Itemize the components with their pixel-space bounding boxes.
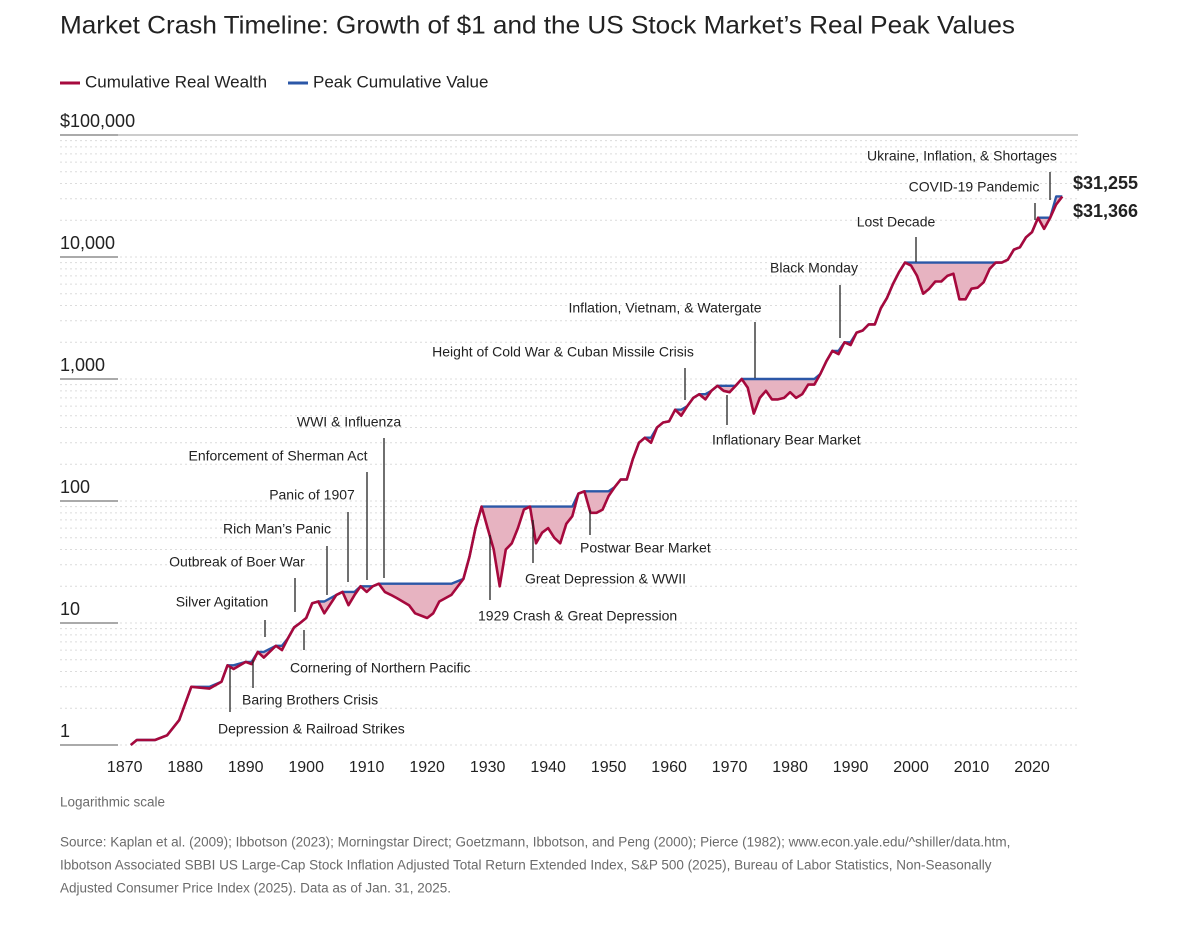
annotation: Silver Agitation — [176, 594, 269, 610]
annotation: 1929 Crash & Great Depression — [478, 608, 677, 624]
annotation: Inflation, Vietnam, & Watergate — [569, 300, 762, 316]
y-tick-label: $100,000 — [60, 111, 135, 131]
y-tick-label: 10 — [60, 599, 80, 619]
annotation: Height of Cold War & Cuban Missile Crisi… — [432, 344, 694, 360]
x-tick-label: 1970 — [712, 759, 748, 776]
x-tick-label: 1950 — [591, 759, 627, 776]
annotation: Black Monday — [770, 260, 858, 276]
x-tick-label: 1890 — [228, 759, 264, 776]
x-tick-label: 2010 — [954, 759, 990, 776]
x-tick-label: 1980 — [772, 759, 808, 776]
annotation: Lost Decade — [857, 214, 936, 230]
annotation: Inflationary Bear Market — [712, 432, 861, 448]
drawdown-area — [130, 196, 1063, 745]
annotation: Ukraine, Inflation, & Shortages — [867, 148, 1057, 164]
x-tick-label: 1930 — [470, 759, 506, 776]
y-tick-label: 1 — [60, 721, 70, 741]
end-label: $31,366 — [1073, 201, 1138, 221]
x-tick-label: 2000 — [893, 759, 929, 776]
annotation: Outbreak of Boer War — [169, 554, 305, 570]
x-tick-label: 1910 — [349, 759, 385, 776]
annotation: Cornering of Northern Pacific — [290, 660, 471, 676]
annotation: WWI & Influenza — [297, 414, 401, 430]
scale-note: Logarithmic scale — [60, 795, 165, 810]
y-tick-label: 10,000 — [60, 233, 115, 253]
source-line: Source: Kaplan et al. (2009); Ibbotson (… — [60, 835, 1010, 850]
chart-title: Market Crash Timeline: Growth of $1 and … — [60, 12, 1015, 40]
x-tick-label: 1960 — [651, 759, 687, 776]
y-tick-label: 100 — [60, 477, 90, 497]
series-line — [129, 195, 1064, 746]
annotation: Great Depression & WWII — [525, 571, 686, 587]
annotation: Baring Brothers Crisis — [242, 692, 378, 708]
annotation: Depression & Railroad Strikes — [218, 721, 405, 737]
annotation: Panic of 1907 — [269, 487, 355, 503]
annotation: Postwar Bear Market — [580, 540, 711, 556]
x-tick-label: 1990 — [833, 759, 869, 776]
x-tick-label: 1870 — [107, 759, 143, 776]
y-tick-label: 1,000 — [60, 355, 105, 375]
end-label: $31,255 — [1073, 173, 1138, 193]
source-line: Adjusted Consumer Price Index (2025). Da… — [60, 881, 451, 896]
annotation: Enforcement of Sherman Act — [189, 448, 368, 464]
legend-label: Cumulative Real Wealth — [85, 72, 267, 91]
source-line: Ibbotson Associated SBBI US Large-Cap St… — [60, 858, 992, 873]
x-tick-label: 1880 — [167, 759, 203, 776]
x-tick-label: 2020 — [1014, 759, 1050, 776]
x-tick-label: 1900 — [288, 759, 324, 776]
annotation: COVID-19 Pandemic — [909, 179, 1040, 195]
annotation: Rich Man’s Panic — [223, 521, 331, 537]
x-tick-label: 1940 — [530, 759, 566, 776]
x-tick-label: 1920 — [409, 759, 445, 776]
legend-label: Peak Cumulative Value — [313, 72, 488, 91]
